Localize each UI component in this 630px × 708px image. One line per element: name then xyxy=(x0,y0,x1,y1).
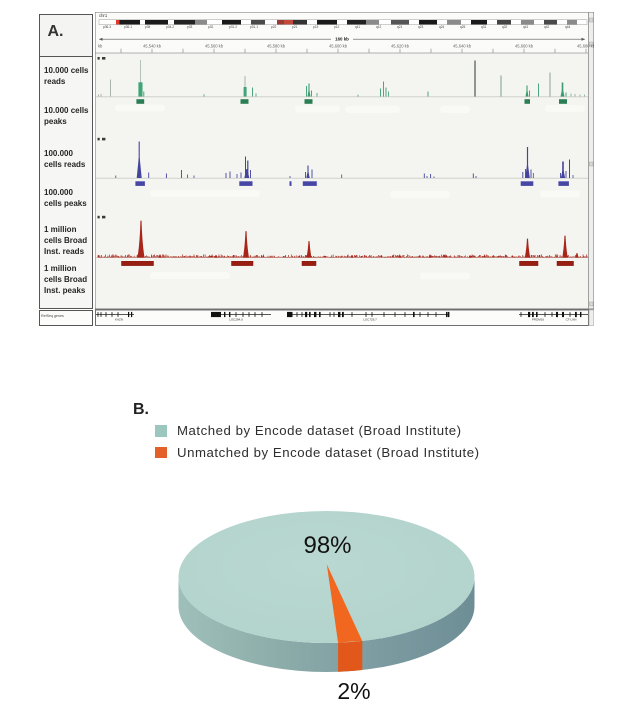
svg-text:LOC729,7: LOC729,7 xyxy=(363,318,377,322)
svg-text:q21: q21 xyxy=(397,25,403,29)
svg-text:45,540 kb: 45,540 kb xyxy=(143,44,162,49)
svg-text:q12: q12 xyxy=(376,25,382,29)
svg-text:q42: q42 xyxy=(544,25,550,29)
svg-text:chr1: chr1 xyxy=(99,13,108,18)
svg-text:45,620 kb: 45,620 kb xyxy=(391,44,410,49)
svg-text:p34.2: p34.2 xyxy=(166,25,174,29)
svg-text:45,680 kb: 45,680 kb xyxy=(577,44,594,49)
svg-text:45,660 kb: 45,660 kb xyxy=(515,44,534,49)
svg-text:p12: p12 xyxy=(334,25,340,29)
svg-text:q25: q25 xyxy=(460,25,466,29)
svg-text:p21: p21 xyxy=(292,25,298,29)
svg-text:q41: q41 xyxy=(523,25,529,29)
svg-text:p31.1: p31.1 xyxy=(250,25,258,29)
svg-text:q32: q32 xyxy=(502,25,508,29)
svg-text:q31: q31 xyxy=(481,25,487,29)
svg-text:p32: p32 xyxy=(208,25,214,29)
svg-text:LOC284,0: LOC284,0 xyxy=(229,318,243,322)
svg-text:45,640 kb: 45,640 kb xyxy=(453,44,472,49)
svg-text:q11: q11 xyxy=(355,25,360,29)
svg-text:KAZN: KAZN xyxy=(115,318,123,322)
svg-text:45,560 kb: 45,560 kb xyxy=(205,44,224,49)
svg-text:160 kb: 160 kb xyxy=(335,37,349,42)
svg-text:CT-LNN: CT-LNN xyxy=(566,318,577,322)
svg-text:p13: p13 xyxy=(313,25,319,29)
svg-text:p35: p35 xyxy=(145,25,151,29)
svg-text:p36.1: p36.1 xyxy=(124,25,132,29)
svg-text:q24: q24 xyxy=(439,25,445,29)
svg-text:PRDM16: PRDM16 xyxy=(532,318,545,322)
svg-text:45,580 kb: 45,580 kb xyxy=(267,44,286,49)
svg-text:p22: p22 xyxy=(271,25,277,29)
svg-text:q23: q23 xyxy=(418,25,424,29)
svg-text:p31.2: p31.2 xyxy=(229,25,237,29)
svg-text:p33: p33 xyxy=(187,25,193,29)
svg-text:45,600 kb: 45,600 kb xyxy=(329,44,348,49)
svg-text:kb: kb xyxy=(98,44,103,49)
svg-text:q44: q44 xyxy=(565,25,571,29)
svg-text:p36.3: p36.3 xyxy=(103,25,111,29)
